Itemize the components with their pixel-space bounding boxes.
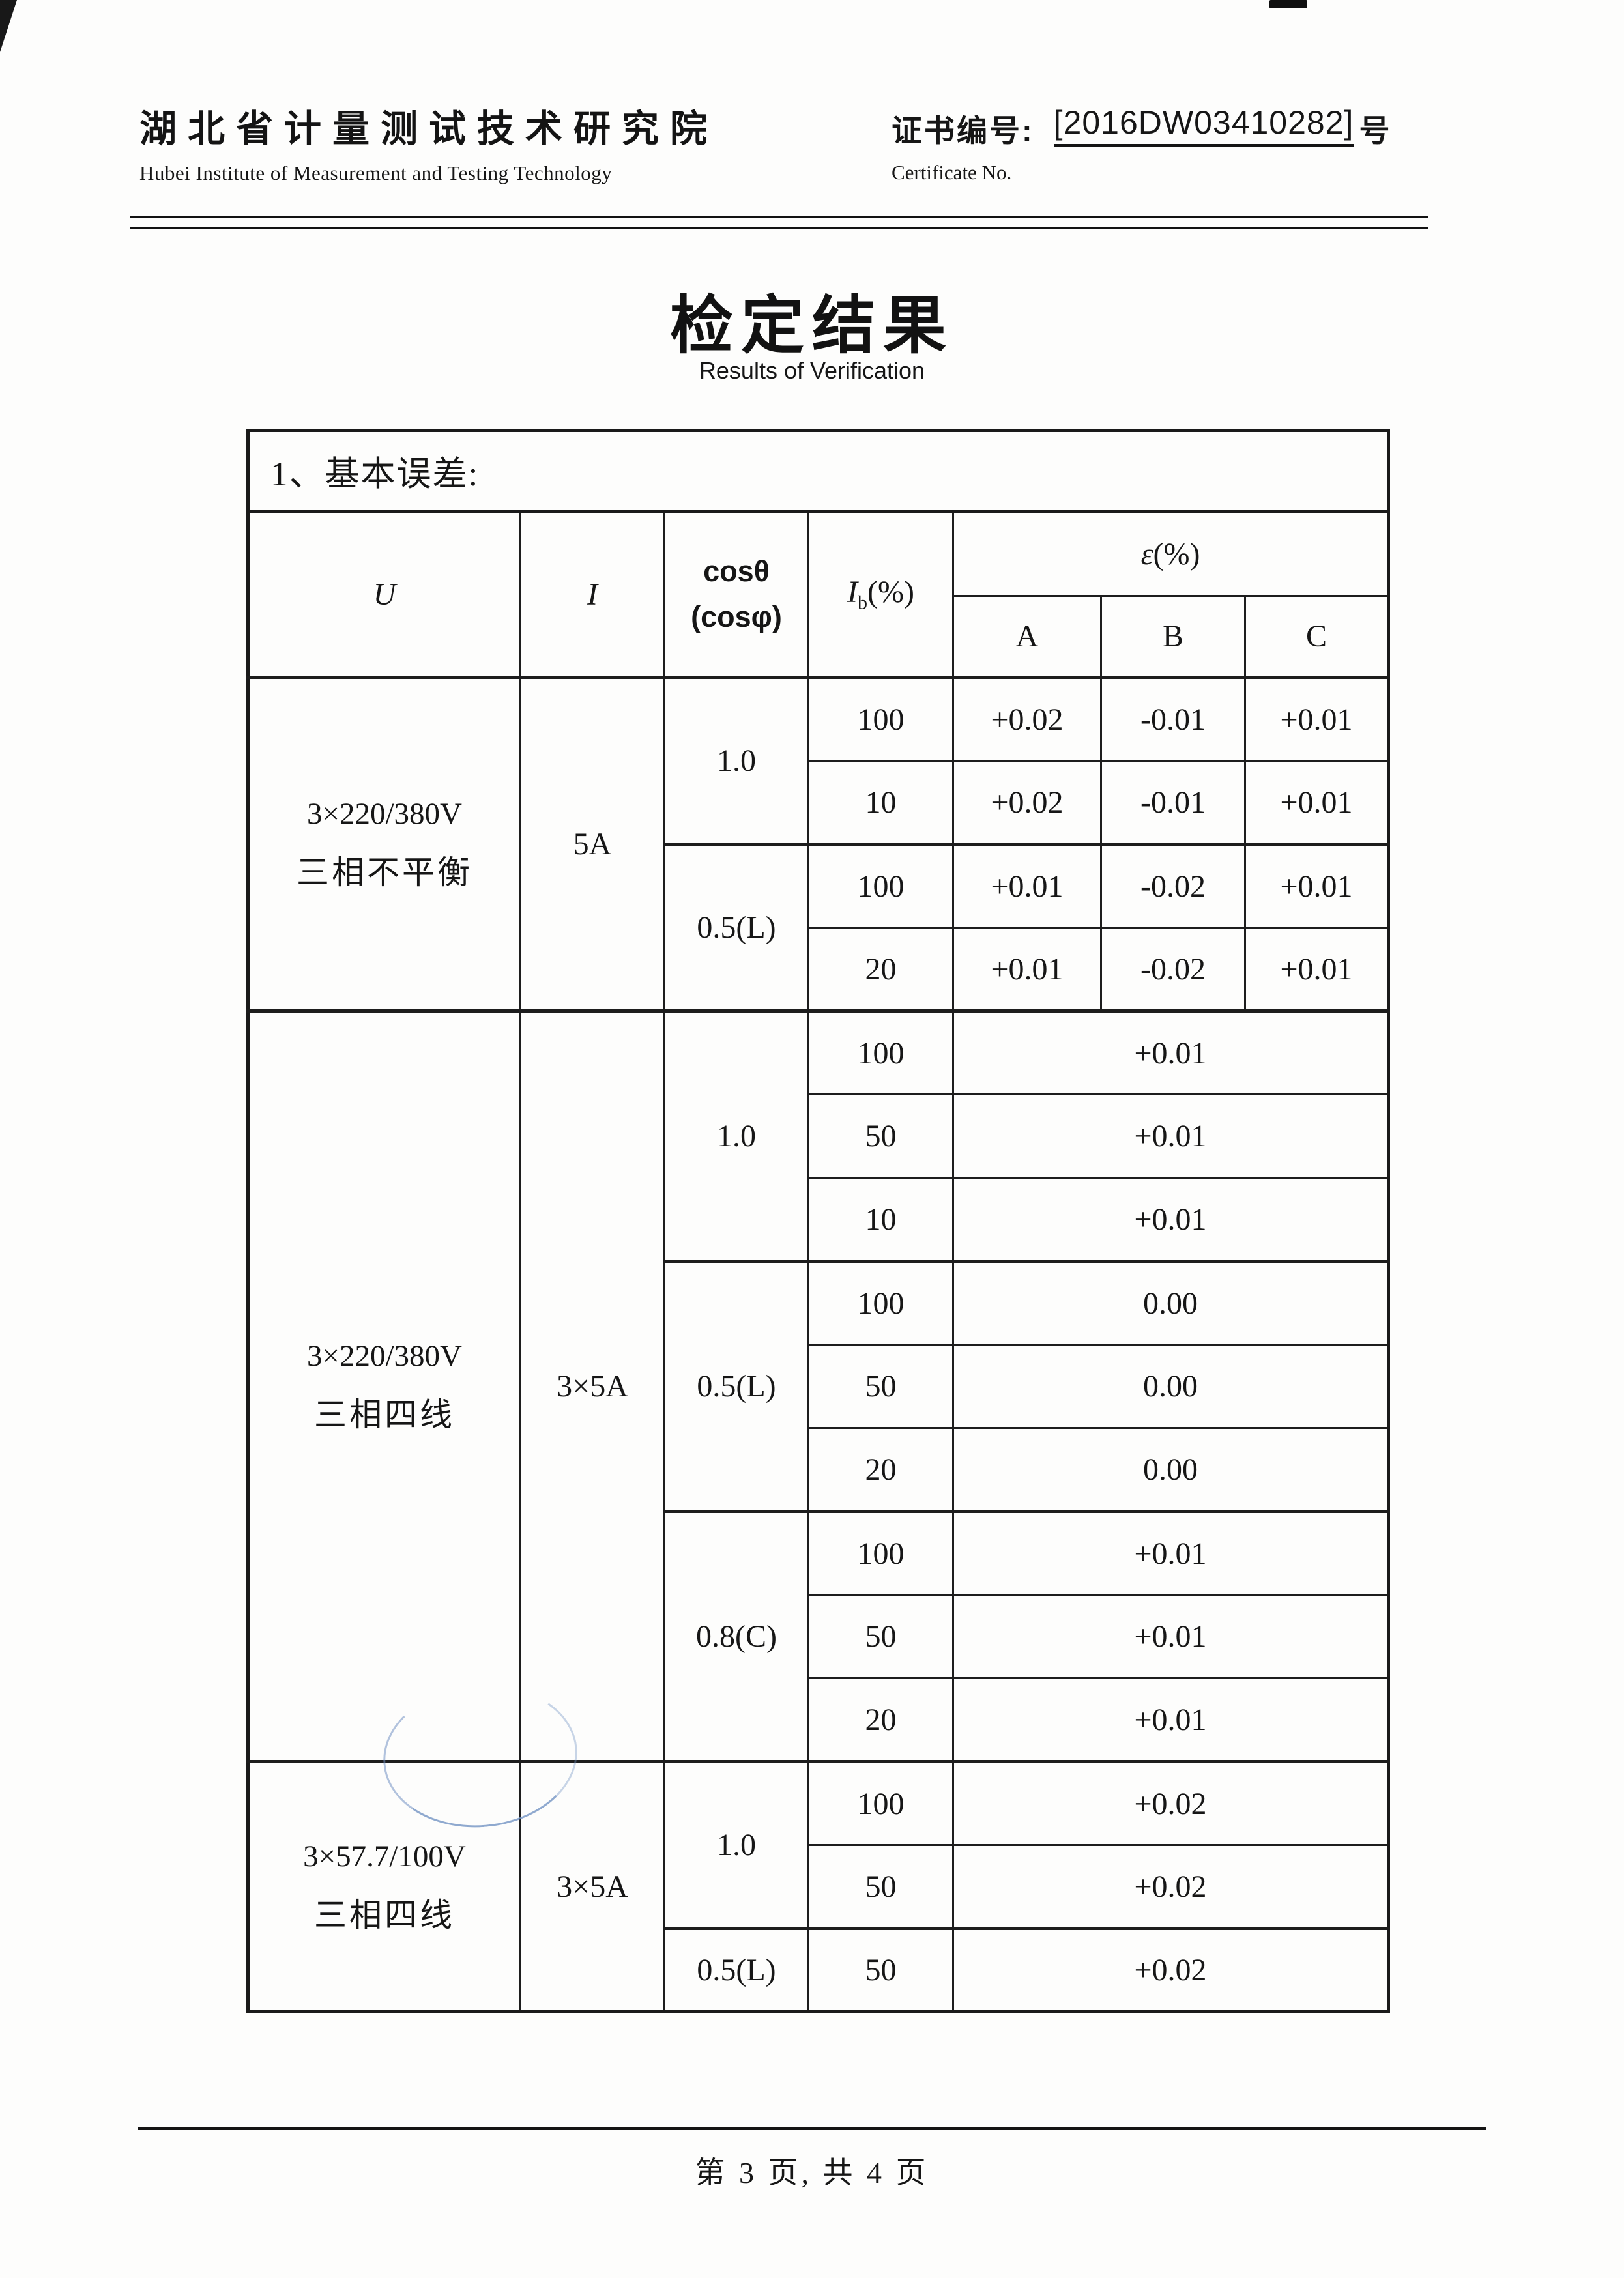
header-i: I [519, 510, 665, 679]
error-b-cell: -0.02 [1100, 843, 1246, 929]
ib-cell: 10 [807, 760, 954, 845]
epsilon-percent: (%) [1153, 536, 1200, 571]
error-abc-cell: +0.01 [951, 1510, 1390, 1596]
error-a-cell: +0.01 [952, 843, 1102, 929]
certificate-number-block: 证书编号: [2016DW03410282] 号 Certificate No. [892, 106, 1389, 184]
cos-cell: 1.0 [663, 676, 809, 845]
page-number: 第 3 页, 共 4 页 [695, 2156, 929, 2189]
ib-cell: 100 [807, 676, 954, 762]
error-c-cell: +0.01 [1243, 927, 1390, 1012]
ib-cell: 100 [807, 1510, 954, 1596]
header-ib-percent: (%) [867, 575, 914, 610]
error-a-cell: +0.01 [952, 927, 1102, 1012]
error-c-cell: +0.01 [1243, 843, 1390, 929]
ib-cell: 50 [807, 1344, 954, 1429]
error-abc-cell: +0.01 [951, 1093, 1390, 1179]
certificate-no-label-en: Certificate No. [892, 161, 1012, 184]
error-b-cell: -0.02 [1100, 927, 1246, 1012]
error-b-cell: -0.01 [1100, 676, 1246, 762]
header-cos-line1: cosθ [703, 555, 770, 588]
ib-cell: 50 [807, 1594, 954, 1679]
ib-cell: 20 [807, 927, 954, 1012]
error-abc-cell: +0.01 [951, 1177, 1390, 1262]
error-abc-cell: +0.02 [951, 1760, 1390, 1846]
ib-cell: 10 [807, 1177, 954, 1262]
header-phase-c: C [1243, 595, 1390, 679]
certificate-number: [2016DW03410282] [1053, 106, 1354, 147]
header: 湖北省计量测试技术研究院 Hubei Institute of Measurem… [139, 99, 718, 185]
header-ib-subscript: b [858, 592, 868, 614]
cos-cell: 0.5(L) [663, 1260, 809, 1512]
error-abc-cell: +0.02 [951, 1844, 1390, 1929]
ib-cell: 100 [807, 1009, 954, 1095]
u-value: 3×220/380V [306, 796, 462, 831]
footer-divider [138, 2127, 1486, 2130]
error-c-cell: +0.01 [1243, 676, 1390, 762]
ib-cell: 50 [807, 1093, 954, 1179]
i-cell: 3×5A [519, 1009, 665, 1763]
error-b-cell: -0.01 [1100, 760, 1246, 845]
u-wiring: 三相四线 [314, 1396, 455, 1433]
error-c-cell: +0.01 [1243, 760, 1390, 845]
error-abc-cell: 0.00 [951, 1427, 1390, 1512]
institute-name-en: Hubei Institute of Measurement and Testi… [139, 162, 613, 184]
u-wiring: 三相四线 [314, 1896, 455, 1933]
ib-cell: 50 [807, 1927, 954, 2013]
ib-cell: 20 [807, 1427, 954, 1512]
ib-cell: 20 [807, 1677, 954, 1763]
u-value: 3×220/380V [306, 1338, 462, 1373]
epsilon-symbol: ε [1140, 536, 1153, 571]
ib-cell: 100 [807, 1260, 954, 1346]
page-subtitle: Results of Verification [699, 357, 925, 384]
cos-cell: 0.8(C) [663, 1510, 809, 1763]
certificate-number-line: 证书编号: [2016DW03410282] 号 [892, 106, 1389, 151]
header-ib-symbol: I [847, 575, 858, 610]
header-u: U [247, 510, 521, 679]
cos-cell: 1.0 [663, 1760, 809, 1929]
i-cell: 5A [519, 676, 665, 1012]
header-cos: cosθ (cosφ) [663, 510, 809, 679]
verification-results-table: 1、基本误差: U I cosθ (cosφ) Ib(%) ε(%) A B C… [246, 429, 1391, 2013]
ib-cell: 100 [807, 1760, 954, 1846]
certificate-number-suffix: 号 [1359, 113, 1390, 148]
error-abc-cell: +0.01 [951, 1009, 1390, 1095]
header-divider [130, 216, 1428, 229]
error-a-cell: +0.02 [952, 760, 1102, 845]
ib-cell: 100 [807, 843, 954, 929]
u-cell: 3×220/380V 三相四线 [247, 1009, 521, 1763]
institute-name-cn: 湖北省计量测试技术研究院 [139, 108, 718, 150]
table-section-label: 1、基本误差: [246, 429, 1390, 513]
cos-cell: 0.5(L) [663, 843, 809, 1012]
u-wiring: 三相不平衡 [297, 854, 472, 891]
header-phase-b: B [1100, 595, 1246, 679]
error-abc-cell: +0.01 [951, 1677, 1390, 1763]
error-abc-cell: 0.00 [951, 1260, 1390, 1346]
u-cell: 3×57.7/100V 三相四线 [247, 1760, 521, 2013]
scan-corner-artifact [0, 0, 17, 52]
u-cell: 3×220/380V 三相不平衡 [247, 676, 521, 1012]
cos-cell: 0.5(L) [663, 1927, 809, 2013]
cos-cell: 1.0 [663, 1009, 809, 1262]
error-a-cell: +0.02 [952, 676, 1102, 762]
certificate-no-label-cn: 证书编号: [892, 113, 1034, 148]
error-abc-cell: 0.00 [951, 1344, 1390, 1429]
header-phase-a: A [952, 595, 1102, 679]
scan-edge-artifact [1269, 0, 1307, 8]
header-cos-line2: (cosφ) [691, 600, 782, 633]
error-abc-cell: +0.02 [951, 1927, 1390, 2013]
u-value: 3×57.7/100V [303, 1839, 466, 1873]
header-ib: Ib(%) [807, 510, 954, 679]
header-epsilon: ε(%) [951, 510, 1390, 597]
error-abc-cell: +0.01 [951, 1594, 1390, 1679]
i-cell: 3×5A [519, 1760, 665, 2013]
page-title: 检定结果 [670, 290, 954, 361]
ib-cell: 50 [807, 1844, 954, 1929]
